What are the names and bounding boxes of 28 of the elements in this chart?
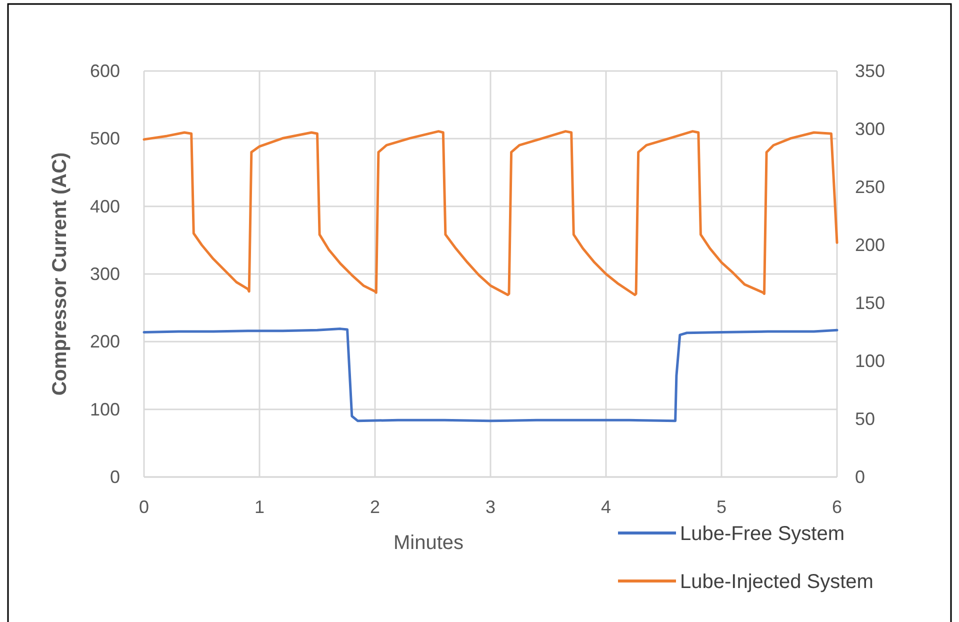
x-axis-title: Minutes	[393, 532, 464, 554]
x-tick-label: 3	[485, 497, 496, 517]
x-tick-label: 4	[600, 497, 612, 517]
y-tick-label: 500	[90, 128, 120, 149]
y-tick-label: 100	[90, 399, 120, 420]
x-tick-label: 0	[138, 497, 150, 517]
y2-tick-label: 200	[855, 235, 886, 255]
y2-tick-label: 50	[855, 409, 876, 429]
y2-tick-label: 250	[855, 177, 886, 197]
y-tick-label: 600	[90, 61, 120, 81]
y-tick-label: 200	[90, 332, 120, 352]
x-tick-label: 5	[716, 497, 727, 517]
y2-tick-label: 350	[855, 61, 886, 81]
y-axis-title: Compressor Current (AC)	[49, 152, 71, 396]
y2-tick-label: 150	[855, 293, 886, 313]
y-tick-label: 300	[90, 264, 120, 284]
line-series	[142, 130, 838, 296]
x-tick-label: 2	[370, 497, 380, 517]
y2-tick-label: 0	[855, 467, 866, 487]
x-tick-label: 1	[254, 497, 265, 517]
x-tick-label: 6	[832, 497, 842, 517]
legend-label: Lube-Injected System	[680, 571, 874, 593]
legend-label: Lube-Free System	[680, 523, 845, 545]
y-tick-label: 400	[90, 196, 120, 216]
y2-tick-label: 300	[855, 119, 886, 139]
line-series	[142, 328, 838, 422]
y2-tick-label: 100	[855, 351, 886, 371]
y-tick-label: 0	[110, 467, 120, 487]
